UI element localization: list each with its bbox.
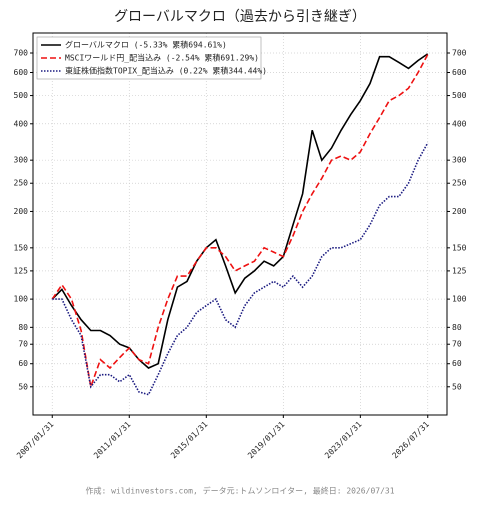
legend-label: グローバルマクロ (-5.33% 累積694.61%) bbox=[65, 40, 227, 50]
x-tick-label: 2015/01/31 bbox=[169, 420, 210, 461]
x-tick-label: 2023/01/31 bbox=[323, 420, 364, 461]
series-line bbox=[51, 53, 429, 369]
y-tick-label: 300 bbox=[14, 156, 29, 165]
y-tick-label: 700 bbox=[14, 49, 29, 58]
y-tick-label: 300 bbox=[452, 156, 467, 165]
series-line bbox=[51, 54, 429, 390]
chart-title: グローバルマクロ（過去から引き継ぎ） bbox=[114, 9, 366, 25]
y-tick-label: 150 bbox=[452, 243, 467, 252]
y-tick-label: 250 bbox=[14, 179, 29, 188]
y-tick-label: 50 bbox=[452, 382, 462, 391]
y-tick-label: 200 bbox=[14, 207, 29, 216]
y-tick-label: 150 bbox=[14, 243, 29, 252]
y-tick-label: 400 bbox=[452, 119, 467, 128]
x-tick-label: 2019/01/31 bbox=[246, 420, 287, 461]
legend-label: 東証株価指数TOPIX_配当込み (0.22% 累積344.44%) bbox=[65, 66, 267, 76]
y-tick-label: 100 bbox=[452, 295, 467, 304]
y-tick-label: 70 bbox=[18, 340, 28, 349]
x-tick-label: 2007/01/31 bbox=[15, 420, 56, 461]
legend-label: MSCIワールド円_配当込み (-2.54% 累積691.29%) bbox=[65, 53, 259, 63]
x-tick-label: 2026/07/31 bbox=[390, 420, 431, 461]
y-tick-label: 600 bbox=[14, 68, 29, 77]
y-tick-label: 500 bbox=[452, 91, 467, 100]
y-tick-label: 80 bbox=[452, 323, 462, 332]
legend-box bbox=[36, 36, 262, 80]
y-tick-label: 125 bbox=[14, 266, 29, 275]
series-line bbox=[52, 142, 429, 396]
y-tick-label: 400 bbox=[14, 119, 29, 128]
y-tick-label: 100 bbox=[14, 295, 29, 304]
y-tick-label: 80 bbox=[18, 323, 28, 332]
footer: 作成: wildinvestors.com, データ元:トムソンロイター, 最終… bbox=[85, 486, 394, 496]
y-tick-label: 70 bbox=[452, 340, 462, 349]
y-tick-label: 600 bbox=[452, 68, 467, 77]
plot-frame bbox=[32, 32, 448, 416]
y-tick-label: 50 bbox=[18, 382, 28, 391]
y-tick-label: 500 bbox=[14, 91, 29, 100]
y-tick-label: 125 bbox=[452, 266, 467, 275]
y-tick-label: 250 bbox=[452, 179, 467, 188]
y-tick-label: 700 bbox=[452, 49, 467, 58]
y-tick-label: 60 bbox=[18, 359, 28, 368]
y-tick-label: 200 bbox=[452, 207, 467, 216]
y-tick-label: 60 bbox=[452, 359, 462, 368]
x-tick-label: 2011/01/31 bbox=[92, 420, 133, 461]
